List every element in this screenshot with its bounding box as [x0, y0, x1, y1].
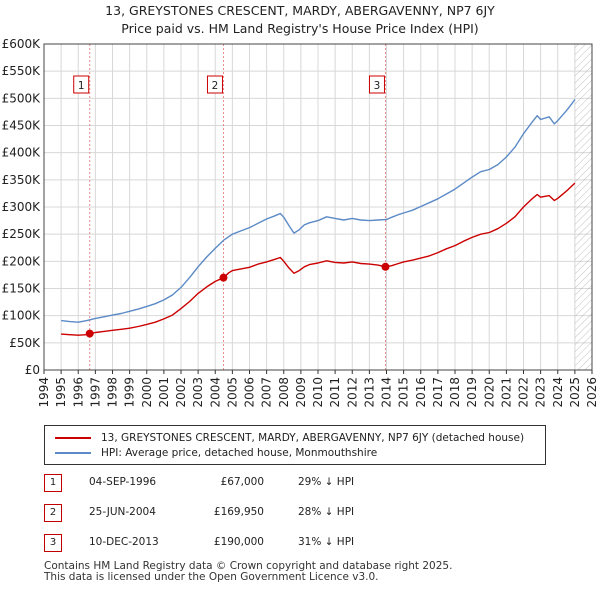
- y-tick-label: £200K: [2, 254, 42, 268]
- x-tick-label: 2003: [191, 377, 205, 408]
- footer-licence: This data is licensed under the Open Gov…: [44, 571, 379, 583]
- y-tick-label: £350K: [2, 173, 42, 187]
- x-tick-label: 1997: [88, 377, 102, 408]
- sale-label: 1: [78, 80, 85, 92]
- chart-title-address: 13, GREYSTONES CRESCENT, MARDY, ABERGAVE…: [105, 3, 495, 18]
- y-tick-label: £550K: [2, 64, 42, 78]
- x-tick-label: 2004: [208, 377, 222, 408]
- footer-attribution: Contains HM Land Registry data © Crown c…: [44, 561, 452, 583]
- x-tick-label: 2002: [174, 377, 188, 408]
- x-tick-label: 2012: [345, 377, 359, 408]
- sale-label-box: [368, 75, 385, 94]
- sale-hpi-diff: 28% ↓ HPI: [298, 506, 355, 518]
- x-tick-label: 2025: [568, 377, 582, 408]
- y-tick-label: £300K: [2, 200, 42, 214]
- legend-item-hpi: HPI: Average price, detached house, Monm…: [55, 446, 377, 460]
- forecast-region: [574, 44, 592, 370]
- sale-number-badge: 3: [44, 534, 62, 552]
- y-tick-label: £150K: [2, 282, 42, 296]
- x-tick-label: 1995: [54, 377, 68, 408]
- x-tick-label: 2008: [277, 377, 291, 408]
- sale-label-box: [73, 75, 90, 94]
- property-series-line: [61, 182, 576, 336]
- x-tick-label: 2026: [585, 377, 599, 408]
- hpi-series-line: [61, 98, 576, 323]
- legend-swatch-property: [55, 437, 91, 439]
- x-tick-label: 2005: [225, 377, 239, 408]
- sale-point: [219, 273, 228, 282]
- sale-hpi-diff: 29% ↓ HPI: [298, 476, 355, 488]
- x-tick-label: 1996: [71, 377, 85, 408]
- x-tick-label: 2019: [465, 377, 479, 408]
- x-tick-label: 2015: [397, 377, 411, 408]
- legend-label-hpi: HPI: Average price, detached house, Monm…: [101, 447, 378, 459]
- sale-label: 3: [374, 80, 381, 92]
- sale-price: £67,000: [220, 476, 264, 488]
- sale-date: 04-SEP-1996: [89, 476, 157, 488]
- sale-hpi-diff: 31% ↓ HPI: [298, 536, 355, 548]
- sale-label: 2: [212, 80, 219, 92]
- chart-legend: 13, GREYSTONES CRESCENT, MARDY, ABERGAVE…: [44, 425, 546, 465]
- x-tick-label: 1998: [106, 377, 120, 408]
- x-tick-label: 1994: [37, 377, 51, 408]
- sale-price: £190,000: [213, 536, 264, 548]
- sale-point: [381, 262, 390, 271]
- y-tick-label: £400K: [2, 146, 42, 160]
- x-tick-label: 2014: [380, 377, 394, 408]
- legend-swatch-hpi: [55, 452, 91, 454]
- y-tick-label: £500K: [2, 91, 42, 105]
- x-tick-label: 2024: [551, 377, 565, 408]
- y-tick-label: £600K: [2, 37, 42, 51]
- sale-label-box: [206, 75, 223, 94]
- table-row: 2 25-JUN-2004 £169,950 28% ↓ HPI: [44, 504, 564, 522]
- y-tick-label: £100K: [2, 309, 42, 323]
- x-tick-label: 2007: [260, 377, 274, 408]
- sale-number-badge: 2: [44, 504, 62, 522]
- x-tick-label: 2020: [482, 377, 496, 408]
- x-tick-label: 2013: [362, 377, 376, 408]
- x-tick-label: 2006: [243, 377, 257, 408]
- sale-date: 25-JUN-2004: [89, 506, 156, 518]
- sale-date: 10-DEC-2013: [89, 536, 159, 548]
- footer-copyright: Contains HM Land Registry data © Crown c…: [44, 560, 453, 572]
- chart-title-subtitle: Price paid vs. HM Land Registry's House …: [121, 21, 479, 36]
- y-tick-label: £250K: [2, 227, 42, 241]
- x-tick-label: 2010: [311, 377, 325, 408]
- sale-number-badge: 1: [44, 474, 62, 492]
- sale-point: [85, 329, 94, 338]
- x-tick-label: 2011: [328, 377, 342, 408]
- table-row: 1 04-SEP-1996 £67,000 29% ↓ HPI: [44, 474, 564, 492]
- legend-item-property: 13, GREYSTONES CRESCENT, MARDY, ABERGAVE…: [55, 431, 524, 445]
- x-tick-label: 2016: [414, 377, 428, 408]
- plot-border: [43, 43, 593, 371]
- x-tick-label: 2023: [534, 377, 548, 408]
- x-tick-label: 2017: [431, 377, 445, 408]
- y-tick-label: £50K: [9, 336, 41, 350]
- x-tick-label: 2021: [499, 377, 513, 408]
- x-tick-label: 2000: [140, 377, 154, 408]
- legend-label-property: 13, GREYSTONES CRESCENT, MARDY, ABERGAVE…: [101, 432, 525, 444]
- x-tick-label: 2009: [294, 377, 308, 408]
- x-tick-label: 2022: [517, 377, 531, 408]
- y-tick-label: £450K: [2, 119, 42, 133]
- price-chart: £0 £50K £100K £150K £200K £250K £300K £350K £400…: [2, 37, 599, 408]
- x-tick-label: 2001: [157, 377, 171, 408]
- table-row: 3 10-DEC-2013 £190,000 31% ↓ HPI: [44, 534, 564, 552]
- x-tick-label: 1999: [123, 377, 137, 408]
- y-tick-label: £0: [25, 363, 40, 377]
- x-tick-label: 2018: [448, 377, 462, 408]
- sale-price: £169,950: [213, 506, 264, 518]
